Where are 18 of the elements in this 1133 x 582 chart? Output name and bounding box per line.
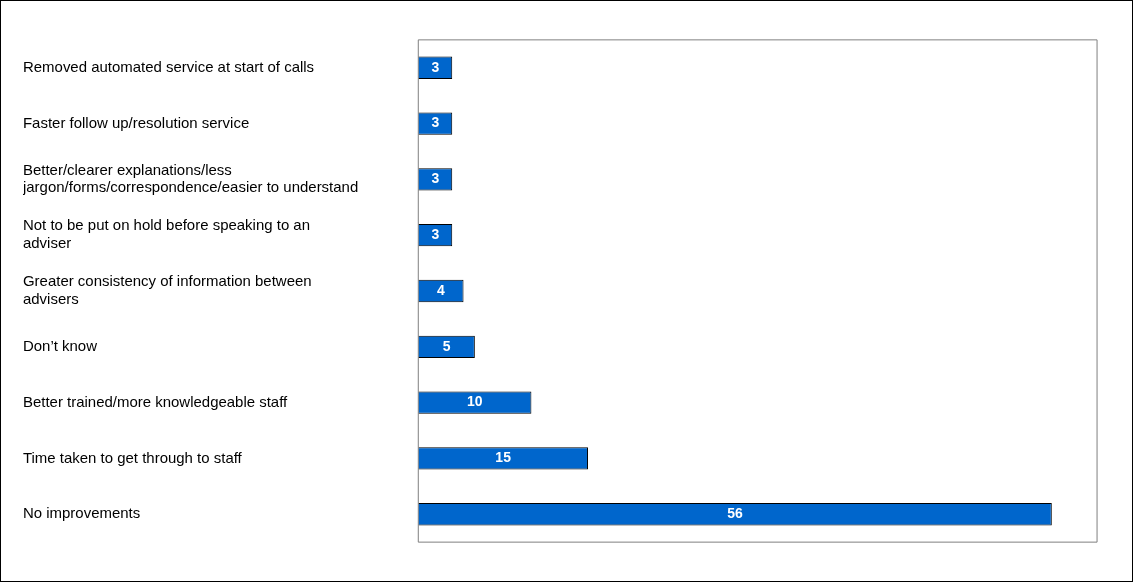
data-label: 15 (495, 449, 512, 466)
data-label: 56 (727, 505, 744, 522)
data-label: 3 (431, 58, 440, 75)
data-label: 3 (431, 170, 440, 187)
data-label: 3 (431, 114, 440, 131)
y-tick-label: Time taken to get through to staff (22, 448, 243, 466)
y-tick-label: Removed automated service at start of calls (22, 57, 315, 75)
y-tick-label: Greater consistency of information between advisers (22, 272, 312, 308)
y-tick-label: Don’t know (22, 336, 98, 354)
y-tick-label: No improvements (22, 504, 141, 522)
y-tick-label: Not to be put on hold before speaking to an adviser (22, 216, 311, 252)
y-tick-label: Better/clearer explanations/less jargon/forms/correspondence/easier to understand (21, 160, 359, 196)
data-label: 4 (437, 281, 446, 298)
data-label: 3 (431, 226, 440, 243)
data-label: 10 (467, 393, 483, 410)
data-label: 5 (442, 337, 451, 354)
y-tick-label: Faster follow up/resolution service (22, 113, 250, 131)
y-tick-label: Better trained/more knowledgeable staff (22, 392, 289, 410)
